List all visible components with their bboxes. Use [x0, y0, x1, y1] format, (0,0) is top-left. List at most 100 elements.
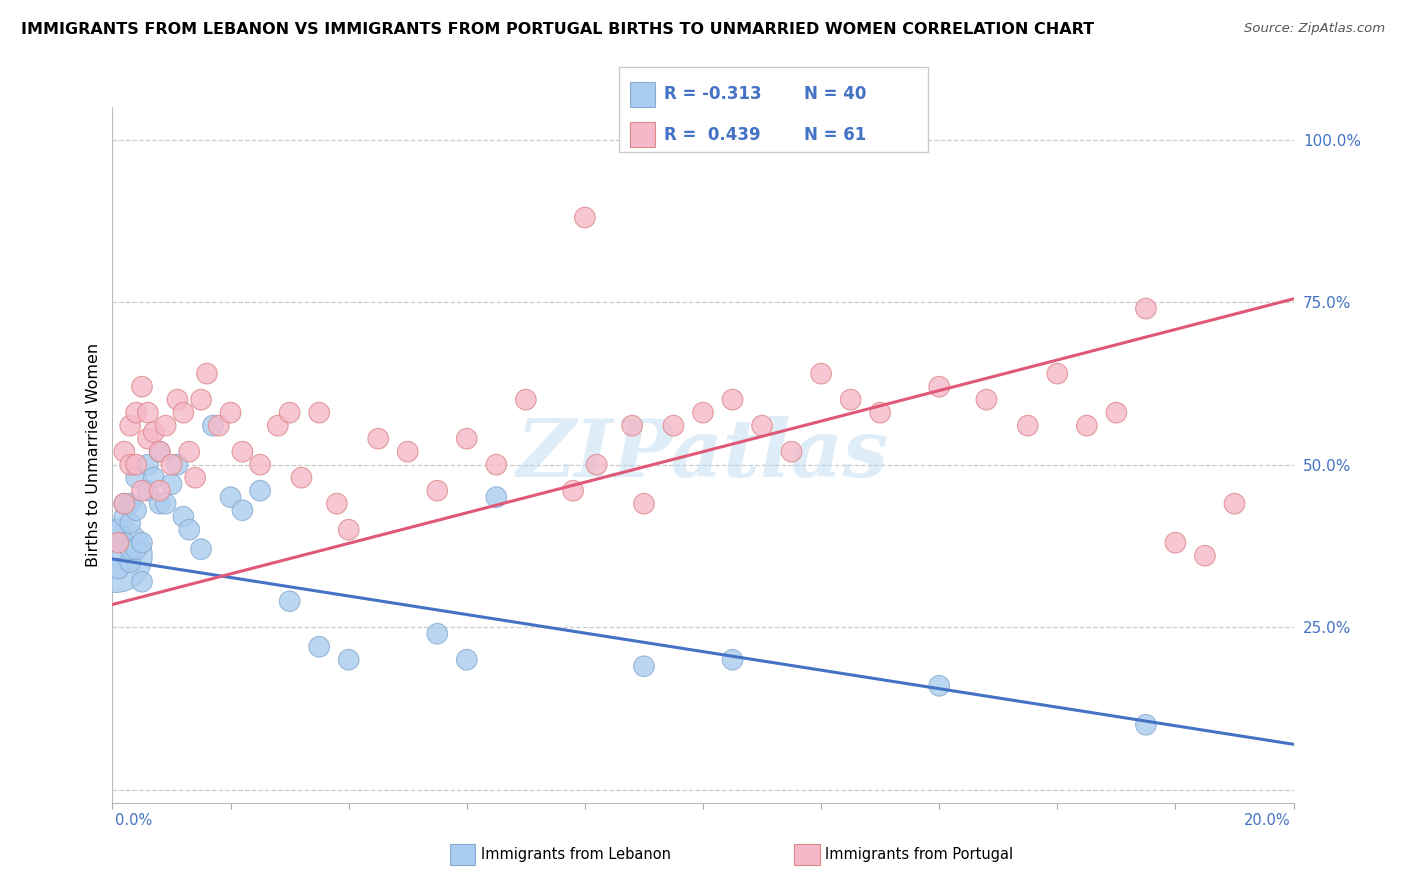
Point — [184, 471, 207, 485]
Point — [131, 379, 153, 393]
Point — [869, 406, 891, 420]
Point — [231, 444, 253, 458]
Point — [585, 458, 607, 472]
Point — [131, 483, 153, 498]
Point — [1105, 406, 1128, 420]
Point — [290, 471, 312, 485]
Point — [142, 471, 165, 485]
Point — [1046, 367, 1069, 381]
Point — [125, 471, 148, 485]
Point — [928, 679, 950, 693]
Point — [367, 432, 389, 446]
Point — [112, 535, 135, 549]
Point — [1194, 549, 1216, 563]
Point — [231, 503, 253, 517]
Point — [112, 509, 135, 524]
Point — [1017, 418, 1039, 433]
Point — [179, 523, 201, 537]
Point — [125, 458, 148, 472]
Text: 20.0%: 20.0% — [1244, 814, 1291, 828]
Text: Immigrants from Lebanon: Immigrants from Lebanon — [481, 847, 671, 862]
Point — [160, 477, 183, 491]
Text: Source: ZipAtlas.com: Source: ZipAtlas.com — [1244, 22, 1385, 36]
Point — [104, 549, 127, 563]
Point — [131, 574, 153, 589]
Text: ZIPatlas: ZIPatlas — [517, 417, 889, 493]
Point — [136, 432, 159, 446]
Point — [208, 418, 231, 433]
Point — [337, 523, 360, 537]
Point — [120, 418, 142, 433]
Point — [308, 640, 330, 654]
Point — [195, 367, 218, 381]
Point — [426, 483, 449, 498]
Point — [136, 483, 159, 498]
Point — [621, 418, 644, 433]
Text: N = 40: N = 40 — [804, 85, 866, 103]
Point — [136, 458, 159, 472]
Point — [751, 418, 773, 433]
Point — [125, 406, 148, 420]
Point — [308, 406, 330, 420]
Point — [1223, 497, 1246, 511]
Point — [928, 379, 950, 393]
Point — [107, 523, 129, 537]
Point — [190, 542, 212, 557]
Point — [166, 392, 188, 407]
Point — [112, 444, 135, 458]
Point — [125, 542, 148, 557]
Point — [160, 458, 183, 472]
Point — [201, 418, 224, 433]
Y-axis label: Births to Unmarried Women: Births to Unmarried Women — [86, 343, 101, 567]
Point — [337, 653, 360, 667]
Point — [562, 483, 585, 498]
Point — [485, 490, 508, 504]
Point — [633, 497, 655, 511]
Point — [172, 406, 194, 420]
Point — [278, 406, 301, 420]
Point — [1135, 301, 1157, 316]
Text: R =  0.439: R = 0.439 — [664, 126, 761, 144]
Point — [149, 444, 172, 458]
Text: 0.0%: 0.0% — [115, 814, 152, 828]
Point — [136, 406, 159, 420]
Point — [456, 653, 478, 667]
Text: IMMIGRANTS FROM LEBANON VS IMMIGRANTS FROM PORTUGAL BIRTHS TO UNMARRIED WOMEN CO: IMMIGRANTS FROM LEBANON VS IMMIGRANTS FR… — [21, 22, 1094, 37]
Point — [172, 509, 194, 524]
Point — [131, 535, 153, 549]
Point — [810, 367, 832, 381]
Point — [1076, 418, 1098, 433]
Point — [780, 444, 803, 458]
Point — [249, 483, 271, 498]
Point — [155, 497, 177, 511]
Point — [219, 406, 242, 420]
Point — [278, 594, 301, 608]
Point — [107, 562, 129, 576]
Point — [120, 497, 142, 511]
Point — [149, 444, 172, 458]
Point — [166, 458, 188, 472]
Point — [149, 497, 172, 511]
Point — [976, 392, 998, 407]
Point — [326, 497, 349, 511]
Text: R = -0.313: R = -0.313 — [664, 85, 761, 103]
Point — [692, 406, 714, 420]
Point — [721, 653, 744, 667]
Point — [426, 626, 449, 640]
Point — [179, 444, 201, 458]
Point — [120, 458, 142, 472]
Point — [120, 516, 142, 531]
Point — [574, 211, 596, 225]
Point — [219, 490, 242, 504]
Point — [839, 392, 862, 407]
Point — [125, 503, 148, 517]
Point — [112, 497, 135, 511]
Point — [120, 542, 142, 557]
Point — [396, 444, 419, 458]
Point — [662, 418, 685, 433]
Point — [515, 392, 537, 407]
Text: N = 61: N = 61 — [804, 126, 866, 144]
Point — [107, 535, 129, 549]
Point — [120, 555, 142, 569]
Point — [149, 483, 172, 498]
